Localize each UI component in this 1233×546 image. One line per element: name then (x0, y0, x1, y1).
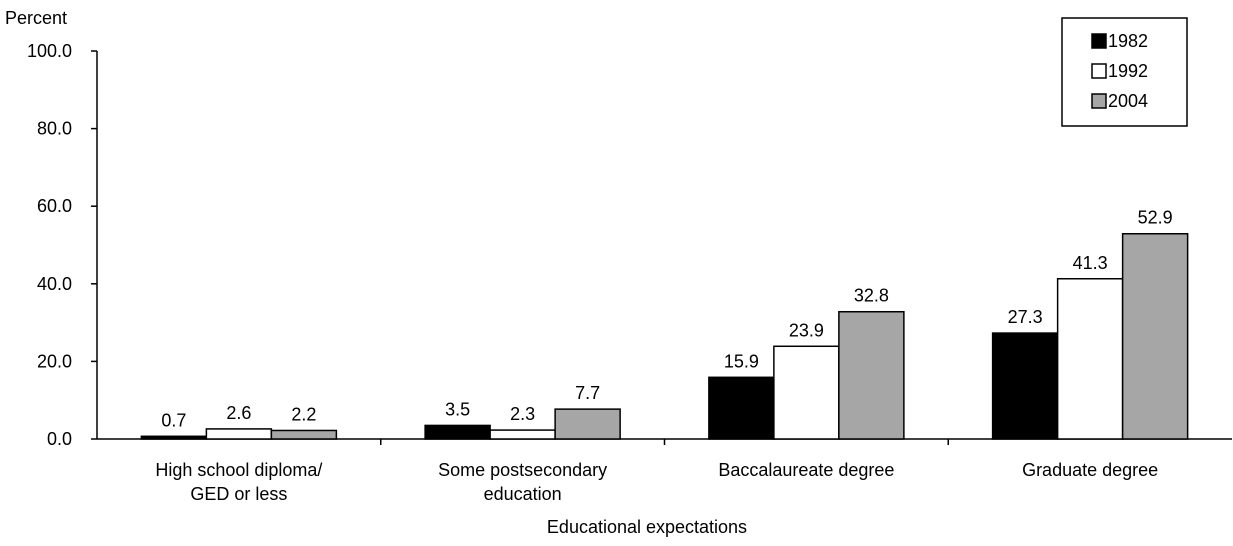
data-label: 2.6 (226, 403, 251, 423)
category-label: Baccalaureate degree (718, 460, 894, 480)
y-tick-label: 100.0 (27, 41, 72, 61)
category-label: Graduate degree (1022, 460, 1158, 480)
axes: 0.0 20.0 40.0 60.0 80.0 100.0 High school dipl… (27, 41, 1232, 504)
bar-1982 (140, 435, 208, 440)
bar-2004 (270, 429, 338, 440)
bar-1992 (489, 429, 556, 440)
data-label: 0.7 (161, 410, 186, 430)
data-label: 52.9 (1138, 208, 1173, 228)
bar-1992 (773, 345, 840, 440)
data-label: 27.3 (1008, 307, 1043, 327)
legend-label-2004: 2004 (1108, 91, 1148, 111)
legend-swatch-1992 (1091, 63, 1107, 79)
x-axis-title: Educational expectations (547, 517, 747, 537)
data-label: 2.2 (291, 404, 316, 424)
data-label: 41.3 (1073, 253, 1108, 273)
bar-1982 (424, 424, 491, 440)
data-label: 7.7 (575, 383, 600, 403)
legend-swatch-1982 (1091, 33, 1107, 49)
y-tick-label: 60.0 (37, 196, 72, 216)
bars: 0.7 2.6 2.2 3.5 2.3 7.7 15.9 23.9 32.8 27.3 41.3 52… (140, 208, 1189, 440)
y-tick-label: 0.0 (47, 429, 72, 449)
data-label: 32.8 (854, 286, 889, 306)
bar-1982 (708, 376, 775, 440)
data-label: 3.5 (445, 399, 470, 419)
category-label: education (484, 484, 562, 504)
category-label: High school diploma/ (155, 460, 322, 480)
legend-label-1992: 1992 (1108, 61, 1148, 81)
category-label: GED or less (190, 484, 287, 504)
y-axis-title: Percent (5, 8, 67, 28)
bar-2004 (554, 408, 621, 440)
y-tick-label: 20.0 (37, 351, 72, 371)
bar-2004 (1121, 232, 1189, 440)
y-tick-label: 40.0 (37, 274, 72, 294)
legend-swatch-2004 (1091, 93, 1107, 109)
bar-1992 (205, 428, 273, 440)
legend: 1982 1992 2004 (1061, 17, 1188, 127)
bar-1982 (991, 332, 1059, 440)
bar-2004 (838, 310, 905, 440)
legend-label-1982: 1982 (1108, 31, 1148, 51)
data-label: 2.3 (510, 404, 535, 424)
category-label: Some postsecondary (438, 460, 607, 480)
bar-1992 (1056, 278, 1124, 440)
data-label: 15.9 (724, 351, 759, 371)
y-tick-label: 80.0 (37, 119, 72, 139)
data-label: 23.9 (789, 320, 824, 340)
legend-box (1061, 17, 1188, 127)
